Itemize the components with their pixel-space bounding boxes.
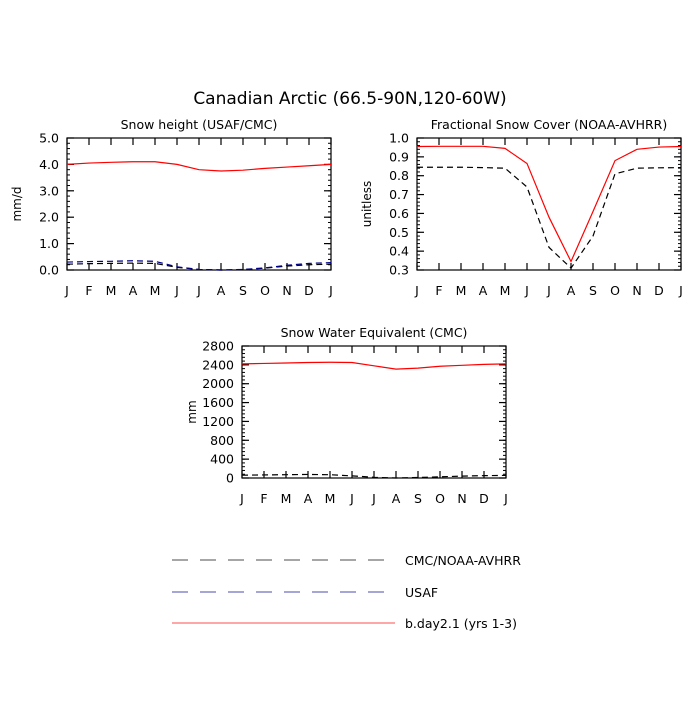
legend-label: USAF xyxy=(405,585,438,600)
y-tick-label: 2.0 xyxy=(39,210,59,225)
x-tick-label: M xyxy=(456,283,467,298)
y-axis-label: mm xyxy=(185,400,199,423)
y-tick-label: 800 xyxy=(210,433,234,448)
series-line-b-day2-1-yrs-1-3 xyxy=(66,161,332,172)
plot-frame xyxy=(416,137,682,271)
chart-panel-1: Fractional Snow Cover (NOAA-AVHRR) unitle… xyxy=(360,117,683,298)
x-tick-label: M xyxy=(500,283,511,298)
chart-panel-0: Snow height (USAF/CMC) mm/d 0.0 1.0 2.0 3.0 4.… xyxy=(10,117,333,298)
y-tick-label: 5.0 xyxy=(39,131,59,146)
x-tick-label: M xyxy=(106,283,117,298)
x-tick-label: S xyxy=(589,283,597,298)
panel-title: Snow height (USAF/CMC) xyxy=(121,117,278,132)
y-tick-label: 2800 xyxy=(202,339,234,354)
x-tick-label: J xyxy=(64,283,69,298)
y-tick-label: 0.7 xyxy=(389,187,409,202)
x-tick-label: A xyxy=(129,283,138,298)
x-tick-label: M xyxy=(150,283,161,298)
series-line-b-day2-1-yrs-1-3 xyxy=(241,361,507,370)
x-tick-label: J xyxy=(174,283,179,298)
x-tick-label: J xyxy=(503,491,508,506)
x-tick-label: D xyxy=(479,491,489,506)
panel-title: Fractional Snow Cover (NOAA-AVHRR) xyxy=(431,117,668,132)
y-tick-label: 0 xyxy=(226,471,234,486)
x-tick-label: D xyxy=(654,283,664,298)
y-tick-label: 0.5 xyxy=(389,225,409,240)
x-tick-label: O xyxy=(610,283,620,298)
x-tick-label: M xyxy=(281,491,292,506)
series-line-usaf xyxy=(66,260,332,271)
x-tick-label: S xyxy=(239,283,247,298)
x-tick-label: A xyxy=(479,283,488,298)
x-tick-label: A xyxy=(567,283,576,298)
y-tick-label: 1600 xyxy=(202,395,234,410)
y-axis-label: unitless xyxy=(360,181,374,227)
x-tick-label: O xyxy=(435,491,445,506)
x-tick-label: S xyxy=(414,491,422,506)
x-tick-label: J xyxy=(239,491,244,506)
x-tick-label: M xyxy=(325,491,336,506)
panel-title: Snow Water Equivalent (CMC) xyxy=(281,325,468,340)
y-tick-label: 0.8 xyxy=(389,168,409,183)
x-tick-label: F xyxy=(260,491,267,506)
x-tick-label: J xyxy=(414,283,419,298)
x-tick-label: J xyxy=(524,283,529,298)
x-tick-label: A xyxy=(217,283,226,298)
y-tick-label: 1.0 xyxy=(39,236,59,251)
series-line-b-day2-1-yrs-1-3 xyxy=(416,145,682,263)
chart-panel-2: Snow Water Equivalent (CMC) mm 0 400 800 1200… xyxy=(185,325,508,506)
y-tick-label: 0.0 xyxy=(39,263,59,278)
legend-label: b.day2.1 (yrs 1-3) xyxy=(405,616,517,631)
x-tick-label: A xyxy=(304,491,313,506)
y-tick-label: 1.0 xyxy=(389,131,409,146)
y-tick-label: 0.4 xyxy=(389,244,409,259)
x-tick-label: F xyxy=(435,283,442,298)
y-tick-label: 0.9 xyxy=(389,149,409,164)
y-tick-label: 0.3 xyxy=(389,263,409,278)
x-tick-label: N xyxy=(282,283,291,298)
y-tick-label: 2000 xyxy=(202,376,234,391)
x-tick-label: O xyxy=(260,283,270,298)
y-tick-label: 0.6 xyxy=(389,206,409,221)
figure-title: Canadian Arctic (66.5-90N,120-60W) xyxy=(193,89,506,109)
x-tick-label: J xyxy=(196,283,201,298)
y-tick-label: 400 xyxy=(210,452,234,467)
x-tick-label: J xyxy=(546,283,551,298)
y-tick-label: 4.0 xyxy=(39,157,59,172)
y-axis-label: mm/d xyxy=(10,186,24,221)
x-tick-label: J xyxy=(328,283,333,298)
x-tick-label: A xyxy=(392,491,401,506)
y-tick-label: 1200 xyxy=(202,414,234,429)
x-tick-label: J xyxy=(678,283,683,298)
legend: CMC/NOAA-AVHRR USAF b.day2.1 (yrs 1-3) xyxy=(172,553,521,631)
legend-label: CMC/NOAA-AVHRR xyxy=(405,553,521,568)
x-tick-label: N xyxy=(457,491,466,506)
x-tick-label: D xyxy=(304,283,314,298)
series-line-cmc-noaa-avhrr xyxy=(417,166,682,270)
x-tick-label: J xyxy=(371,491,376,506)
plot-frame xyxy=(66,137,332,271)
y-tick-label: 3.0 xyxy=(39,183,59,198)
y-tick-label: 2400 xyxy=(202,357,234,372)
x-tick-label: F xyxy=(85,283,92,298)
x-tick-label: N xyxy=(632,283,641,298)
x-tick-label: J xyxy=(349,491,354,506)
series-line-cmc-noaa-avhrr xyxy=(241,473,507,479)
